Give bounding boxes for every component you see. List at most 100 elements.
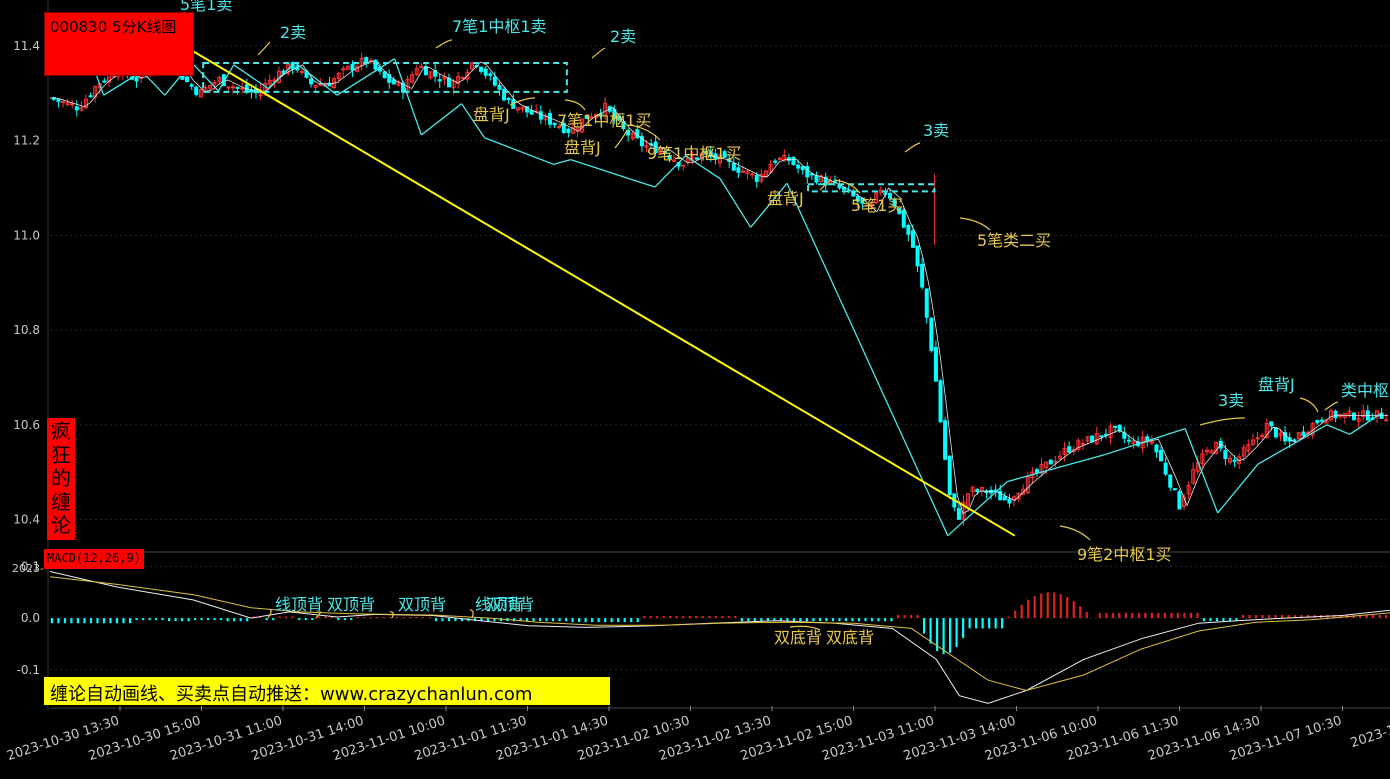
candle-body: [244, 84, 249, 92]
candle-body: [865, 204, 870, 207]
candle-body: [65, 101, 70, 105]
candle-body: [1067, 446, 1072, 453]
candle-body: [483, 68, 488, 76]
candle-body: [1113, 425, 1118, 428]
candle-body: [731, 162, 736, 171]
candle-body: [593, 113, 598, 118]
candle-body: [975, 489, 980, 493]
candle-body: [387, 74, 392, 83]
candle-body: [1315, 420, 1320, 424]
stroke-segment: [484, 137, 554, 165]
candle-body: [1039, 463, 1044, 474]
candle-body: [217, 76, 222, 82]
candle-body: [644, 145, 649, 148]
stroke-segment: [553, 158, 571, 165]
candle-body: [502, 88, 507, 101]
price-tick-label: 11.4: [13, 39, 40, 53]
candle-body: [1292, 439, 1297, 442]
candle-body: [1209, 450, 1214, 454]
stroke-segment: [786, 182, 949, 536]
candle-body: [479, 66, 484, 72]
candle-body: [423, 65, 428, 76]
candle-body: [1352, 412, 1357, 421]
stroke-segment: [654, 155, 687, 188]
candle-body: [469, 62, 474, 70]
candle-body: [759, 173, 764, 182]
center-box: [202, 61, 568, 93]
annotation-a11: 5笔1买: [851, 196, 903, 215]
annotation-arrow: [591, 47, 606, 59]
candle-body: [566, 128, 571, 133]
promo-text: 缠论自动画线、买卖点自动推送：www.crazychanlun.com: [50, 684, 533, 705]
candle-body: [1076, 440, 1081, 451]
promo-banner[interactable]: 缠论自动画线、买卖点自动推送：www.crazychanlun.com: [44, 677, 610, 705]
candle-body: [887, 193, 892, 199]
candle-body: [364, 57, 369, 64]
candle-body: [1126, 439, 1131, 442]
candle-body: [1163, 462, 1168, 475]
candle-body: [736, 167, 741, 173]
stroke-segment: [420, 103, 462, 136]
candle-body: [708, 151, 713, 158]
candle-body: [1319, 419, 1324, 422]
candle-body: [1053, 460, 1058, 463]
truncated-date-label: 2023-: [12, 562, 44, 575]
macd-tick-label: 0.0: [21, 611, 40, 625]
candle-body: [1260, 434, 1265, 437]
stroke-segment: [1006, 454, 1105, 483]
candle-body: [929, 317, 934, 351]
candle-body: [603, 102, 608, 117]
candle-body: [465, 71, 470, 80]
candle-body: [819, 175, 824, 183]
candle-body: [773, 160, 778, 163]
candle-body: [1057, 455, 1062, 460]
candle-body: [745, 170, 750, 175]
candle-body: [1250, 439, 1255, 445]
candle-body: [1384, 419, 1389, 422]
candle-body: [1191, 468, 1196, 484]
stroke-segment: [393, 58, 422, 136]
candle-body: [410, 74, 415, 83]
annotation-m1: 线顶背: [275, 595, 323, 614]
candle-body: [460, 76, 465, 79]
annotation-arrow: [1324, 401, 1339, 411]
macd-label: MACD(12,26,9): [47, 551, 141, 565]
candle-body: [74, 106, 79, 111]
candle-body: [79, 107, 84, 111]
candle-body: [805, 166, 810, 178]
annotation-a3: 7笔1中枢1卖: [452, 17, 547, 36]
candle-body: [208, 85, 213, 89]
candle-body: [681, 164, 686, 167]
candle-body: [791, 156, 796, 166]
candle-body: [83, 98, 88, 108]
candle-body: [842, 187, 847, 190]
candle-body: [240, 87, 245, 90]
candle-body: [796, 164, 801, 169]
candle-body: [552, 122, 557, 126]
candle-body: [658, 149, 663, 154]
center-boxes-layer: [202, 61, 936, 193]
candle-body: [529, 110, 534, 115]
candle-body: [874, 192, 879, 203]
candle-body: [915, 245, 920, 267]
candle-body: [1223, 449, 1228, 460]
candle-body: [897, 207, 902, 214]
candle-body: [782, 154, 787, 162]
annotation-arrow: [257, 41, 271, 56]
candle-body: [630, 132, 635, 140]
candle-body: [667, 154, 672, 160]
annotation-a1: 5笔1卖: [180, 0, 232, 14]
candle-body: [350, 64, 355, 71]
candle-body: [1264, 422, 1269, 439]
annotation-a13: 9笔2中枢1买: [1077, 545, 1172, 564]
candle-body: [639, 135, 644, 147]
candle-body: [1044, 461, 1049, 469]
stroke-segment: [217, 64, 235, 92]
annotation-a12: 5笔类二买: [977, 231, 1051, 250]
candle-body: [1002, 496, 1007, 501]
candle-body: [198, 88, 203, 98]
trendline: [183, 45, 1016, 537]
macd-tick-label: 0.1: [21, 559, 40, 573]
chart-title: 000830 5分K线图: [50, 18, 177, 36]
